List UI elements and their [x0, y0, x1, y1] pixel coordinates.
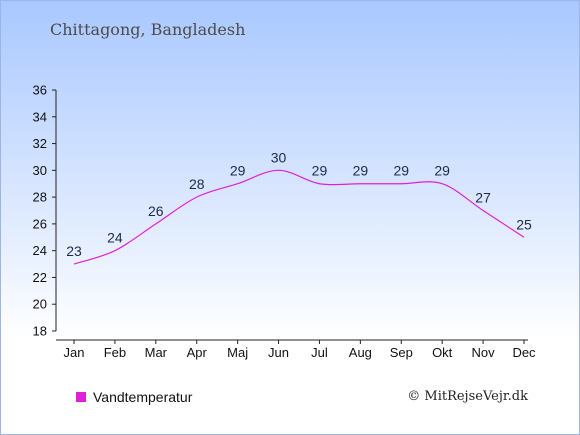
x-tick-label: Jun	[268, 345, 289, 360]
data-label: 29	[230, 163, 246, 179]
y-tick-label: 28	[33, 190, 47, 205]
x-tick-label: Okt	[432, 345, 453, 360]
data-label: 24	[107, 230, 123, 246]
legend-swatch	[76, 392, 86, 402]
data-label: 30	[271, 149, 287, 165]
x-tick-label: Apr	[187, 345, 208, 360]
legend: Vandtemperatur	[76, 389, 192, 405]
y-tick-label: 20	[33, 297, 47, 312]
x-tick-label: Dec	[512, 345, 536, 360]
x-tick-label: Maj	[227, 345, 248, 360]
series-line	[73, 169, 525, 265]
y-tick-label: 34	[33, 109, 47, 124]
y-tick-label: 26	[33, 216, 47, 231]
x-tick-label: Nov	[472, 345, 496, 360]
chart-title: Chittagong, Bangladesh	[50, 20, 246, 39]
data-label: 29	[434, 163, 450, 179]
data-label: 28	[189, 176, 205, 192]
x-tick-label: Aug	[349, 345, 372, 360]
data-label: 27	[475, 190, 491, 206]
y-tick-label: 30	[33, 163, 47, 178]
data-label: 29	[353, 163, 369, 179]
x-tick-label: Sep	[390, 345, 413, 360]
data-label: 29	[312, 163, 328, 179]
data-label: 29	[393, 163, 409, 179]
data-label: 26	[148, 203, 164, 219]
x-tick-label: Mar	[145, 345, 168, 360]
data-label: 25	[516, 216, 532, 232]
legend-label: Vandtemperatur	[93, 389, 193, 405]
y-tick-label: 32	[33, 136, 47, 151]
y-tick-label: 18	[33, 324, 47, 339]
x-tick-label: Jan	[64, 345, 85, 360]
y-tick-label: 24	[33, 243, 47, 258]
data-label: 23	[66, 243, 82, 259]
y-tick-label: 36	[33, 83, 47, 98]
x-tick-label: Jul	[311, 345, 328, 360]
x-tick-label: Feb	[104, 345, 126, 360]
y-tick-label: 22	[33, 270, 47, 285]
credit-text: © MitRejseVejr.dk	[407, 389, 528, 404]
